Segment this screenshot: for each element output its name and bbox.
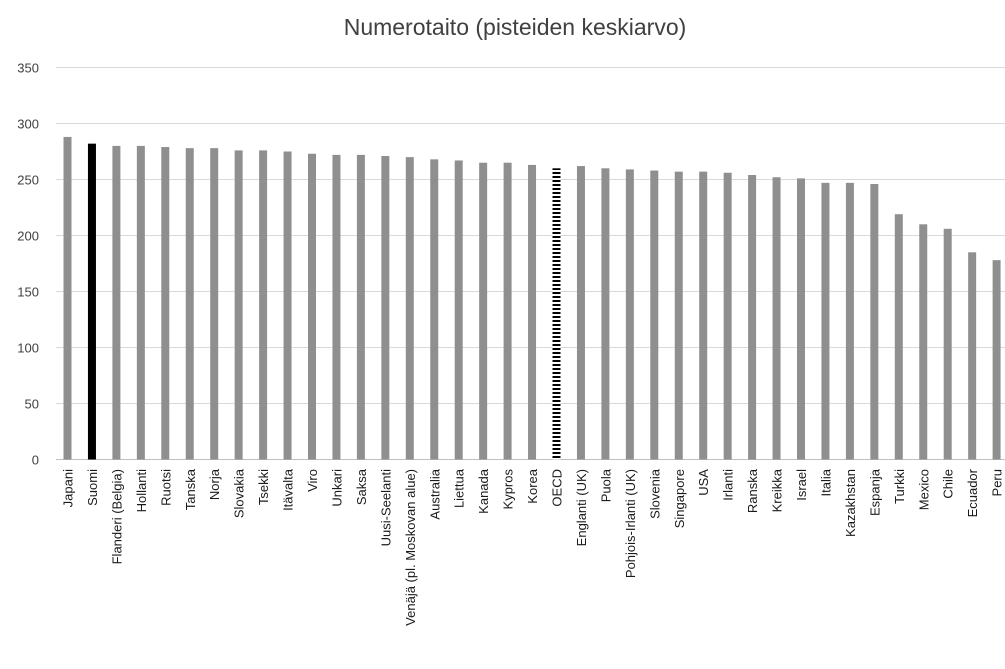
x-tick-label: Kreikka (770, 468, 785, 512)
x-tick-label: Israel (794, 469, 809, 501)
x-tick-label: Norja (207, 468, 222, 500)
bar (797, 178, 805, 460)
x-tick-label: Viro (305, 469, 320, 492)
bar (552, 168, 561, 460)
y-axis-ticks: 0 50 100 150 200 250 300 350 (17, 61, 39, 468)
x-tick-label: Ruotsi (158, 469, 173, 506)
bar (308, 153, 316, 460)
bar (112, 145, 121, 460)
bar (943, 228, 952, 460)
bar (332, 154, 341, 460)
bar (528, 164, 537, 460)
x-tick-label: Chile (941, 469, 956, 499)
bar (259, 150, 268, 460)
bar (430, 159, 439, 460)
bar (968, 252, 977, 460)
x-tick-label: Tanska (183, 468, 198, 510)
bar (136, 145, 145, 460)
y-tick-label: 250 (17, 173, 39, 188)
bar (576, 166, 585, 460)
bars (63, 136, 1001, 460)
x-tick-label: Englanti (UK) (574, 469, 589, 546)
bar (870, 183, 879, 460)
bar (748, 175, 757, 460)
x-tick-label: USA (696, 469, 711, 496)
bar (63, 136, 72, 460)
bar (625, 169, 634, 460)
chart-title: Numerotaito (pisteiden keskiarvo) (343, 14, 687, 40)
y-tick-label: 50 (25, 397, 39, 412)
x-tick-label: Liettua (452, 468, 467, 508)
bar (845, 182, 854, 460)
x-tick-label: Slovenia (647, 468, 662, 519)
x-tick-label: Kanada (476, 468, 491, 514)
y-tick-label: 100 (17, 341, 39, 356)
bar (821, 182, 830, 460)
x-tick-label: OECD (550, 469, 565, 507)
x-tick-label: Hollanti (134, 469, 149, 512)
x-tick-label: Ecuador (965, 468, 980, 517)
bar (601, 168, 610, 460)
bar (210, 148, 219, 460)
x-tick-label: Australia (427, 468, 442, 519)
bar (479, 162, 488, 460)
x-tick-label: Singapore (672, 469, 687, 528)
x-tick-label: Slovakia (232, 468, 247, 518)
y-tick-label: 0 (32, 453, 39, 468)
bar (356, 154, 365, 460)
x-tick-label: Itävalta (281, 468, 296, 511)
x-tick-label: Ranska (745, 468, 760, 513)
x-tick-label: Venäjä (pl. Moskovan alue) (403, 469, 418, 626)
x-tick-label: Uusi-Seelanti (378, 469, 393, 546)
bar (919, 224, 928, 460)
bar (992, 260, 1001, 460)
x-tick-label: Korea (525, 468, 540, 503)
bar (772, 177, 781, 460)
x-tick-label: Saksa (354, 468, 369, 505)
bar (185, 148, 194, 460)
x-tick-label: Japani (61, 469, 76, 507)
x-tick-label: Italia (818, 468, 833, 496)
bar (161, 147, 170, 460)
bar (674, 171, 683, 460)
bar (454, 160, 463, 460)
x-tick-label: Mexico (916, 469, 931, 510)
bar (699, 171, 708, 460)
x-tick-label: Peru (990, 469, 1005, 496)
y-tick-label: 150 (17, 285, 39, 300)
x-tick-label: Irlanti (721, 469, 736, 501)
bar (283, 151, 292, 460)
bar (894, 214, 903, 460)
bar (503, 162, 512, 460)
x-tick-label: Flanderi (Belgia) (109, 469, 124, 564)
x-tick-label: Kypros (501, 469, 516, 510)
bar (87, 143, 96, 460)
y-tick-label: 350 (17, 61, 39, 76)
x-tick-label: Tsekki (256, 469, 271, 505)
bar (234, 150, 243, 460)
x-axis-ticks: Japani Suomi Flanderi (Belgia) Hollanti Ruot… (61, 468, 1005, 626)
x-tick-label: Espanja (867, 468, 882, 516)
bar (405, 157, 414, 460)
bar (723, 172, 732, 460)
x-tick-label: Pohjois-Irlanti (UK) (623, 469, 638, 578)
y-tick-label: 200 (17, 229, 39, 244)
x-tick-label: Turkki (892, 469, 907, 504)
y-tick-label: 300 (17, 117, 39, 132)
x-tick-label: Puola (598, 468, 613, 502)
bar (381, 155, 390, 460)
x-tick-label: Kazakhstan (843, 469, 858, 537)
x-tick-label: Suomi (85, 469, 100, 506)
bar (650, 170, 659, 460)
x-tick-label: Unkari (329, 469, 344, 507)
